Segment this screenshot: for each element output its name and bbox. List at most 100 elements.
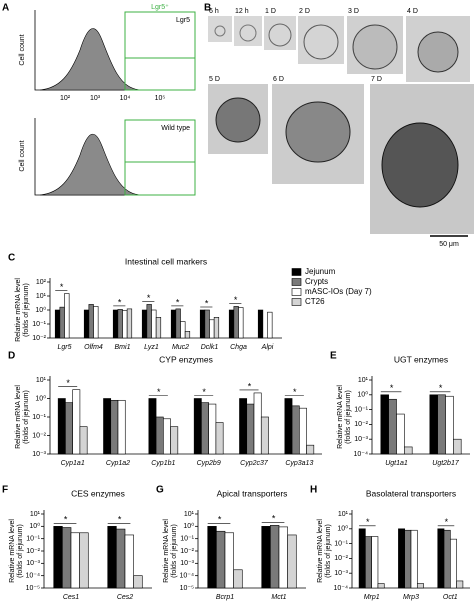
y-label: (folds of jejunum) [23,390,30,444]
bar [79,426,88,455]
bar [365,536,372,589]
bar [270,525,280,589]
tick-label: 10⁵ [155,95,166,102]
y-tick-label: 10⁻¹ [354,406,368,413]
gate-label: Lgr5⁺ [151,4,169,11]
panel-label: A [2,3,9,14]
bar [208,403,217,455]
bar [180,321,186,339]
bar [257,309,264,339]
time-label: 2 D [299,8,310,15]
x-tick-label: Ugt2b17 [432,460,460,467]
bar [116,528,126,589]
y-label: (folds of jejunum) [171,524,178,578]
bar [396,413,405,455]
x-tick-label: Ces1 [63,594,79,601]
bar [260,416,269,455]
y-tick-label: 10⁻⁴ [354,451,369,458]
bar [163,418,171,455]
tick-label: 10⁴ [120,95,131,102]
bar [404,529,412,589]
time-label: 4 D [407,8,418,15]
y-tick-label: 10⁰ [35,306,46,314]
tick-label: 10² [60,95,71,102]
bar [246,403,255,455]
x-tick-label: Cyp1a1 [61,460,85,467]
time-label: 6 h [209,8,219,15]
bar [224,532,234,589]
significance: * [366,517,370,527]
y-tick-label: 10⁻⁵ [180,585,194,592]
legend-swatch [291,268,302,276]
bar [133,575,143,589]
bar [155,317,162,339]
organoid [285,101,351,163]
bar [404,446,413,455]
panel-label: H [310,485,317,496]
bar [299,407,307,455]
tick-label: 10³ [90,95,101,102]
bar [88,304,94,339]
bar [117,399,126,455]
bar [72,389,81,455]
legend-label: Crypts [305,277,328,286]
significance: * [147,293,151,303]
gate [124,11,196,91]
bar [148,398,157,455]
panel-label: B [204,3,211,14]
bar [53,526,63,589]
bar [70,532,80,589]
y-tick-label: 10¹ [184,511,195,518]
sample-label: Wild type [161,125,190,132]
bar [64,293,70,339]
bar [146,304,152,339]
y-label: Cell count [19,34,26,65]
image [298,16,344,64]
x-tick-label: Cyp1b1 [151,460,175,467]
bar [278,526,288,589]
scale-label: 50 μm [439,241,459,248]
y-tick-label: 10¹ [338,511,349,518]
bar [213,317,220,339]
significance: * [176,297,180,307]
legend-swatch [291,288,302,296]
bar [388,398,397,455]
x-tick-label: Dclk1 [201,344,219,351]
bar [228,309,235,339]
y-label: Relative mRNA level [317,519,324,583]
x-tick-label: Cyp1a2 [106,460,130,467]
y-tick-label: 10⁻⁴ [180,573,195,580]
significance: * [202,387,206,397]
y-tick-label: 10⁻⁴ [334,585,349,592]
bar [175,308,181,339]
significance: * [66,378,70,388]
bar [170,426,179,455]
y-tick-label: 10⁻³ [180,560,194,567]
y-tick-label: 10⁰ [183,522,194,530]
organoid-images: 50 μm 6 h 12 h 1 D 2 D 3 D 4 D 5 D 6 D 7… [208,8,474,248]
bar [253,392,262,455]
bar [170,309,177,339]
bar [450,538,457,589]
bar [287,534,297,589]
bar [445,395,454,455]
bar [284,398,293,455]
y-tick-label: 10⁰ [337,525,348,533]
x-tick-label: Oct1 [443,594,458,601]
organoid [214,25,226,37]
chart-title: Basolateral transporters [366,488,456,498]
significance: * [293,387,297,397]
y-tick-label: 10¹ [36,293,47,300]
chart-title: Intestinal cell markers [125,256,207,266]
bar [267,311,273,339]
y-tick-label: 10⁻⁴ [26,573,41,580]
gate [124,119,196,196]
chart-title: CYP enzymes [159,354,213,364]
organoid [215,97,261,143]
bar [93,306,99,339]
bar [62,527,72,589]
organoid [303,24,339,60]
y-tick-label: 10⁻⁵ [26,585,40,592]
bar [377,583,385,589]
